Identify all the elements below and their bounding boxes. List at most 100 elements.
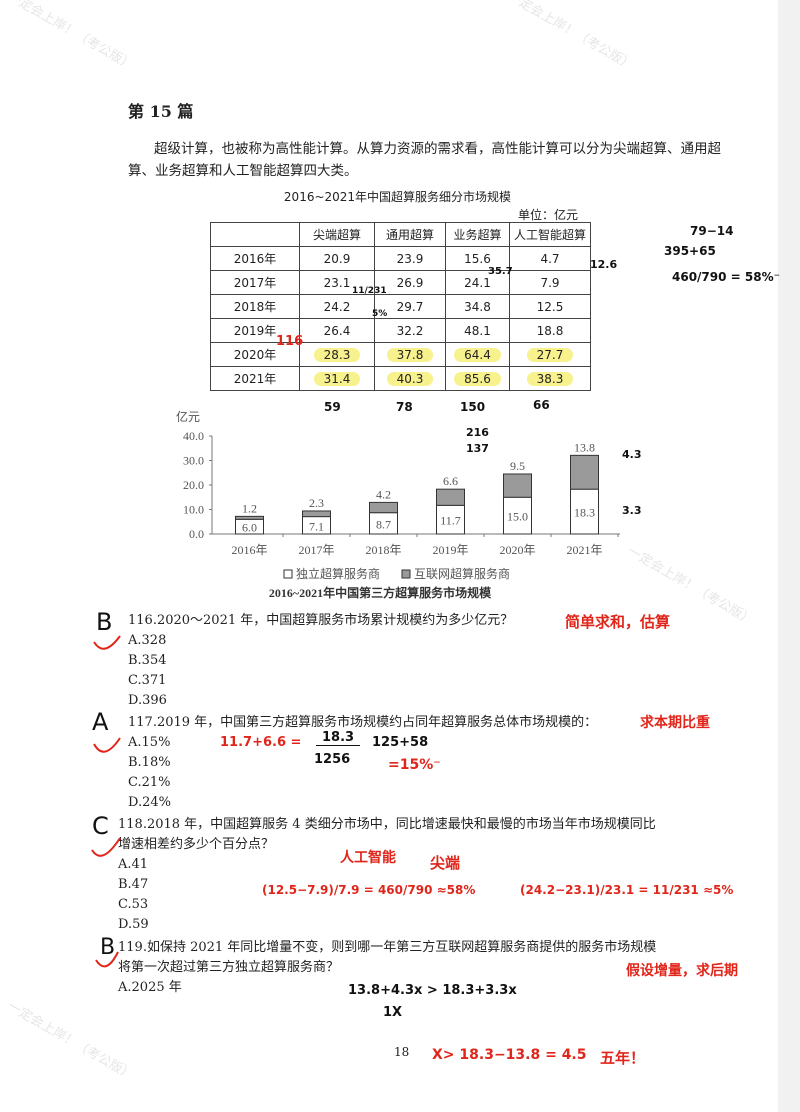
note: 1256 xyxy=(314,752,351,767)
page-margin xyxy=(778,0,800,1112)
note: 假设增量，求后期 xyxy=(626,963,738,979)
note: 125+58 xyxy=(372,735,429,750)
table-row: 2016年 20.9 23.9 15.6 4.7 xyxy=(210,246,591,271)
table-cell: 2017年 xyxy=(210,270,300,295)
option[interactable]: B.354 xyxy=(128,653,167,668)
question-stem: 116.2020～2021 年，中国超算服务市场累计规模约为多少亿元？ xyxy=(128,613,514,628)
x-tick-label: 2021年 xyxy=(566,543,602,557)
note: 137 xyxy=(466,442,489,455)
note: 13.8+4.3x > 18.3+3.3x xyxy=(348,983,517,998)
note: 五年！ xyxy=(600,1049,646,1067)
data-label: 9.5 xyxy=(510,459,525,473)
note: 35.7 xyxy=(488,266,513,277)
option[interactable]: A.41 xyxy=(118,857,149,872)
table-cell: 40.3 xyxy=(374,366,446,391)
table-cell: 12.5 xyxy=(509,294,591,319)
bar-internet xyxy=(570,454,599,490)
bar-internet xyxy=(369,501,398,514)
answer-mark: B xyxy=(100,935,116,960)
option[interactable]: C.53 xyxy=(118,897,149,912)
note: 求本期比重 xyxy=(640,715,710,731)
chart-title: 2016~2021年中国第三方超算服务市场规模 xyxy=(269,585,492,600)
note: 5% xyxy=(372,309,388,319)
table-cell: 48.1 xyxy=(445,318,510,343)
data-label: 11.7 xyxy=(440,514,461,528)
table-cell: 15.6 xyxy=(445,246,510,271)
question-stem: 118.2018 年，中国超算服务 4 类细分市场中，同比增速最快和最慢的市场当… xyxy=(118,817,656,852)
bar-internet xyxy=(503,473,532,498)
bar-independent xyxy=(570,488,599,535)
table-cell: 27.7 xyxy=(509,342,591,367)
question-118: 118.2018 年，中国超算服务 4 类细分市场中，同比增速最快和最慢的市场当… xyxy=(118,815,663,935)
market-table: 尖端超算 通用超算 业务超算 人工智能超算 2016年 20.9 23.9 15.6 4… xyxy=(210,222,591,391)
answer-mark: C xyxy=(92,812,109,840)
note: X> 18.3−13.8 = 4.5 xyxy=(432,1047,587,1063)
y-tick-label: 20.0 xyxy=(183,478,204,492)
table-title: 2016~2021年中国超算服务细分市场规模 xyxy=(283,190,512,204)
data-label: 6.0 xyxy=(242,521,257,535)
note: 116 xyxy=(276,334,304,349)
x-tick-label: 2018年 xyxy=(365,543,401,557)
checkmark-icons xyxy=(91,635,121,968)
data-label: 8.7 xyxy=(376,517,391,531)
table-row: 2020年 28.3 37.8 64.4 27.7 xyxy=(210,342,591,367)
y-tick-label: 40.0 xyxy=(183,429,204,443)
option[interactable]: A.2025 年 xyxy=(118,980,182,995)
watermark: 一定会上岸！（考公版） xyxy=(504,0,637,74)
table-header xyxy=(210,222,300,247)
table-cell: 28.3 xyxy=(299,342,375,367)
option[interactable]: A.15% xyxy=(128,735,171,750)
option[interactable]: D.59 xyxy=(118,917,149,932)
data-label: 1.2 xyxy=(242,501,257,515)
option[interactable]: C.21% xyxy=(128,775,171,790)
table-cell: 2016年 xyxy=(210,246,300,271)
y-tick-label: 0.0 xyxy=(189,527,204,541)
table-cell: 64.4 xyxy=(445,342,510,367)
table-row: 2021年 31.4 40.3 85.6 38.3 xyxy=(210,366,591,391)
table-cell: 31.4 xyxy=(299,366,375,391)
note: 79−14 xyxy=(690,224,734,238)
note: (12.5−7.9)/7.9 = 460/790 ≈58% xyxy=(262,883,476,897)
table-cell: 32.2 xyxy=(374,318,446,343)
option[interactable]: D.396 xyxy=(128,693,167,708)
answer-mark: A xyxy=(92,708,109,736)
answer-mark: B xyxy=(96,608,113,636)
note: 1X xyxy=(383,1005,403,1020)
note: 4.3 xyxy=(622,448,642,461)
table-header: 业务超算 xyxy=(445,222,510,247)
note: 59 xyxy=(324,400,341,414)
note: (24.2−23.1)/23.1 = 11/231 ≈5% xyxy=(520,883,734,897)
data-label: 15.0 xyxy=(507,510,528,524)
table-row: 2019年 26.4 32.2 48.1 18.8 xyxy=(210,318,591,343)
option[interactable]: B.18% xyxy=(128,755,171,770)
option[interactable]: C.371 xyxy=(128,673,167,688)
data-label: 4.2 xyxy=(376,487,391,501)
table-cell: 38.3 xyxy=(509,366,591,391)
data-label: 6.6 xyxy=(443,474,458,488)
option[interactable]: A.328 xyxy=(128,633,167,648)
option[interactable]: D.24% xyxy=(128,795,171,810)
question-stem: 119.如保持 2021 年同比增量不变，则到哪一年第三方互联网超算服务商提供的… xyxy=(118,940,657,975)
watermark: 一定会上岸！（考公版） xyxy=(4,0,137,74)
data-label: 2.3 xyxy=(309,496,324,510)
page-number: 18 xyxy=(394,1045,410,1059)
legend-swatch-independent xyxy=(283,569,293,579)
x-tick-label: 2016年 xyxy=(231,543,267,557)
bar-internet xyxy=(235,515,264,520)
x-tick-label: 2020年 xyxy=(499,543,535,557)
table-cell: 24.1 xyxy=(445,270,510,295)
data-label: 13.8 xyxy=(574,440,595,454)
legend-swatch-internet xyxy=(401,569,411,579)
table-cell: 20.9 xyxy=(299,246,375,271)
table-unit: 单位：亿元 xyxy=(518,208,579,222)
y-axis-label: 亿元 xyxy=(176,409,200,424)
data-label: 18.3 xyxy=(574,506,595,520)
option[interactable]: B.47 xyxy=(118,877,149,892)
note: 人工智能 xyxy=(340,850,396,866)
table-cell: 85.6 xyxy=(445,366,510,391)
table-row: 2017年 23.1 26.9 24.1 7.9 xyxy=(210,270,591,295)
table-cell: 7.9 xyxy=(509,270,591,295)
note: 460/790 = 58%⁻ xyxy=(672,270,780,284)
table-cell: 23.9 xyxy=(374,246,446,271)
question-116: 116.2020～2021 年，中国超算服务市场累计规模约为多少亿元？ A.32… xyxy=(128,611,513,711)
